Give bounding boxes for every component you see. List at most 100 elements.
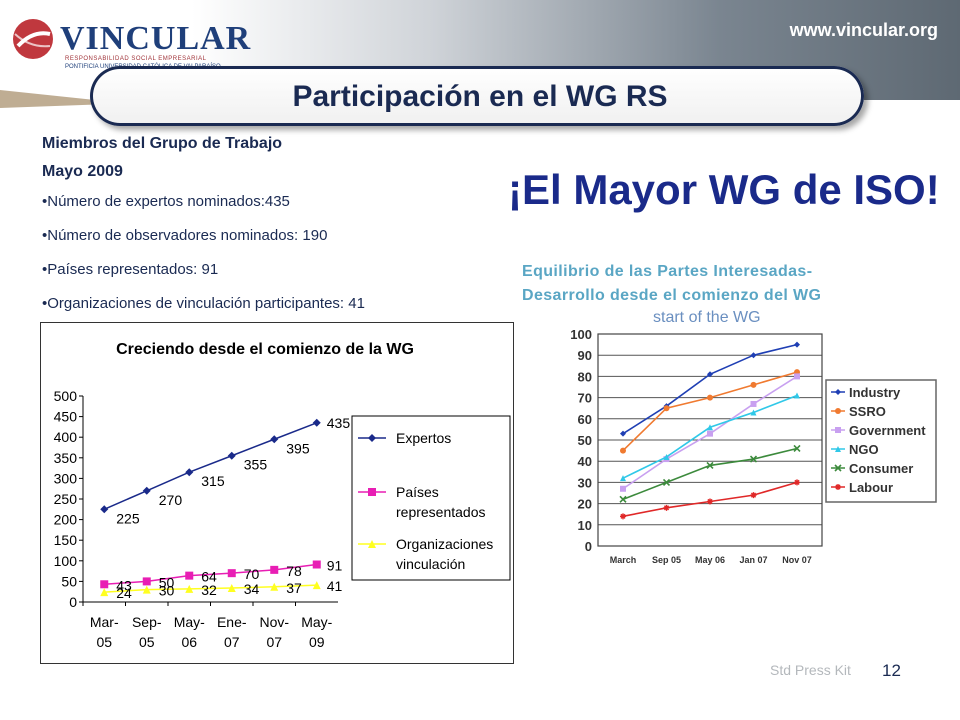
x-tick-label: Ene- <box>217 614 247 630</box>
x-tick-label: 07 <box>266 634 282 650</box>
chart-title: Creciendo desde el comienzo de la WG <box>116 341 414 358</box>
y-tick-label: 30 <box>578 475 592 490</box>
data-point <box>707 394 713 401</box>
data-point <box>794 479 800 486</box>
data-point <box>620 485 626 492</box>
x-tick-label: 07 <box>224 634 240 650</box>
y-tick-label: 0 <box>69 594 77 610</box>
bullet-organizations: •Organizaciones de vinculación participa… <box>42 295 365 312</box>
series-3 <box>620 392 800 482</box>
series-1 <box>620 369 800 454</box>
data-label: 50 <box>159 574 175 590</box>
chart-legend: Industry SSRO Government NGO Consumer Labour <box>825 379 937 503</box>
data-point <box>312 560 321 569</box>
x-tick-label: Sep 05 <box>652 555 681 565</box>
caption-line-2: Desarrollo desde el comienzo del WG <box>522 287 822 304</box>
bullet-experts: •Número de expertos nominados:435 <box>42 193 290 210</box>
series-line <box>103 422 318 510</box>
page-number: 12 <box>882 661 901 680</box>
legend-marker <box>835 408 841 414</box>
data-point <box>185 584 194 593</box>
series-1: 43 50 64 70 78 91 <box>100 558 343 593</box>
legend-marker <box>835 484 841 490</box>
decorative-swoosh <box>0 90 110 108</box>
data-point <box>142 486 151 495</box>
growth-chart: Creciendo desde el comienzo de la WG0501… <box>40 322 514 664</box>
data-point <box>662 478 671 486</box>
series-line <box>104 563 317 586</box>
data-label: 270 <box>159 492 183 508</box>
data-label: 24 <box>116 585 132 601</box>
data-point <box>142 577 151 586</box>
x-tick-label: Nov- <box>259 614 289 630</box>
data-label: 34 <box>244 581 260 597</box>
y-tick-label: 150 <box>54 532 78 548</box>
data-label: 41 <box>327 578 343 594</box>
series-0: 225 270 315 355 395 435 <box>100 415 351 526</box>
y-tick-label: 80 <box>578 369 592 384</box>
series-0 <box>620 341 800 437</box>
data-point <box>100 580 109 589</box>
stakeholder-caption: Equilibrio de las Partes Interesadas- De… <box>522 260 821 308</box>
y-tick-label: 70 <box>578 391 592 406</box>
legend-label: vinculación <box>396 556 465 572</box>
data-point <box>227 569 236 578</box>
data-point <box>100 588 109 597</box>
x-tick-label: Nov 07 <box>782 555 812 565</box>
y-tick-label: 250 <box>54 491 78 507</box>
x-tick-label: May 06 <box>695 555 725 565</box>
x-tick-label: 05 <box>96 634 112 650</box>
legend-box <box>351 415 511 581</box>
data-point <box>707 371 713 378</box>
legend-label: SSRO <box>849 404 886 419</box>
y-tick-label: 40 <box>578 454 592 469</box>
legend-marker <box>835 389 841 395</box>
series-line <box>104 584 317 593</box>
legend-label: Expertos <box>396 430 451 446</box>
members-heading: Miembros del Grupo de Trabajo <box>42 135 283 152</box>
legend-label: Labour <box>849 480 893 495</box>
data-point <box>706 461 714 470</box>
data-point <box>793 444 801 453</box>
data-point <box>663 453 670 460</box>
data-label: 70 <box>244 566 260 582</box>
logo-tagline: RESPONSABILIDAD SOCIAL EMPRESARIAL <box>65 56 207 62</box>
y-tick-label: 450 <box>54 409 78 425</box>
legend-label: Consumer <box>849 461 913 476</box>
website-url[interactable]: www.vincular.org <box>789 20 938 40</box>
series-4 <box>619 444 801 503</box>
data-point <box>227 451 236 460</box>
members-bullet-list: •Número de expertos nominados:435 •Númer… <box>42 193 365 329</box>
data-point <box>270 582 279 591</box>
x-tick-label: May- <box>174 614 205 630</box>
data-point <box>620 475 626 482</box>
data-point <box>794 373 800 380</box>
y-tick-label: 60 <box>578 412 592 427</box>
data-point <box>707 424 713 431</box>
data-label: 315 <box>201 473 225 489</box>
data-label: 78 <box>286 563 302 579</box>
series-2: 24 30 32 34 37 41 <box>100 578 343 601</box>
data-point <box>794 341 800 348</box>
chart-legend: Expertos Países representados Organizacione… <box>351 415 511 581</box>
data-point <box>270 435 279 444</box>
data-point <box>750 352 757 359</box>
data-point <box>620 513 626 520</box>
data-point <box>749 455 758 463</box>
data-label: 395 <box>286 440 310 456</box>
data-label: 435 <box>327 415 351 431</box>
series-5 <box>620 479 800 520</box>
legend-marker <box>368 434 376 442</box>
data-point <box>312 581 321 590</box>
legend-label: Industry <box>849 385 901 400</box>
caption-line-1: Equilibrio de las Partes Interesadas- <box>522 263 813 280</box>
vincular-logo[interactable]: VINCULAR RESPONSABILIDAD SOCIAL EMPRESAR… <box>10 8 250 70</box>
data-point <box>312 418 321 427</box>
title-banner <box>90 66 864 126</box>
data-point <box>707 430 713 437</box>
y-tick-label: 50 <box>61 573 77 589</box>
x-tick-label: Sep- <box>132 614 162 630</box>
legend-marker <box>835 427 841 433</box>
stakeholder-chart-title: start of the WG <box>653 309 761 326</box>
y-tick-label: 100 <box>570 327 592 342</box>
